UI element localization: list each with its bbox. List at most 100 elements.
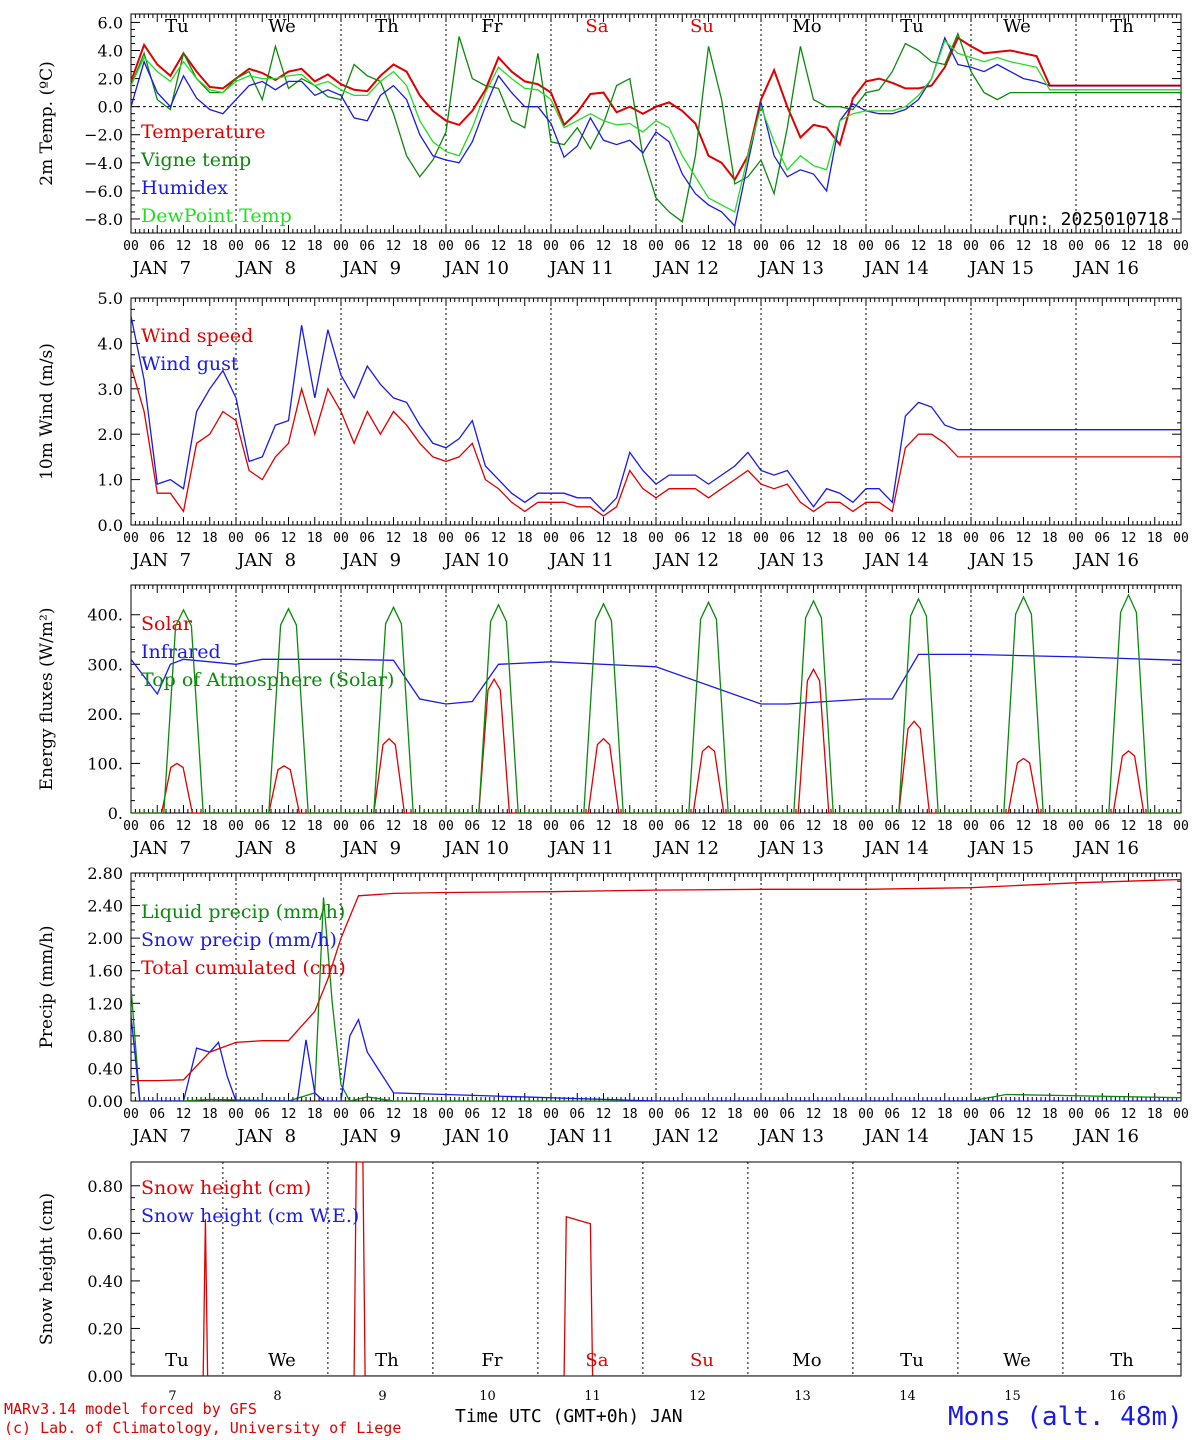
hour-tick-label: 00 bbox=[333, 1107, 349, 1122]
day-label: JAN 13 bbox=[757, 1126, 824, 1147]
weekday-label: Su bbox=[690, 16, 714, 37]
hour-tick-label: 00 bbox=[123, 1107, 139, 1122]
hour-tick-label: 18 bbox=[832, 1107, 848, 1122]
y-axis-label: 2m Temp. (ºC) bbox=[37, 61, 57, 186]
day-number-label: 7 bbox=[168, 1389, 176, 1404]
hour-tick-label: 12 bbox=[701, 531, 717, 546]
hour-tick-label: 00 bbox=[333, 239, 349, 254]
hour-tick-label: 18 bbox=[307, 1107, 323, 1122]
hour-tick-label: 06 bbox=[989, 819, 1005, 834]
hour-tick-label: 06 bbox=[464, 819, 480, 834]
day-number-label: 15 bbox=[1004, 1389, 1021, 1404]
hour-tick-label: 06 bbox=[884, 531, 900, 546]
hour-tick-label: 18 bbox=[202, 819, 218, 834]
hour-tick-label: 06 bbox=[464, 1107, 480, 1122]
hour-tick-label: 00 bbox=[543, 531, 559, 546]
hour-tick-label: 06 bbox=[254, 531, 270, 546]
hour-tick-label: 12 bbox=[911, 819, 927, 834]
day-label: JAN 16 bbox=[1072, 838, 1139, 859]
hour-tick-label: 00 bbox=[1068, 239, 1084, 254]
hour-tick-label: 00 bbox=[228, 531, 244, 546]
series-line-solar bbox=[131, 667, 1181, 813]
hour-tick-label: 18 bbox=[832, 531, 848, 546]
y-tick-label: 0.0 bbox=[98, 516, 123, 535]
hour-tick-label: 12 bbox=[176, 819, 192, 834]
hour-tick-label: 06 bbox=[149, 239, 165, 254]
hour-tick-label: 12 bbox=[1016, 1107, 1032, 1122]
day-label: JAN 14 bbox=[862, 1126, 929, 1147]
series-line-infrared bbox=[131, 653, 1181, 705]
day-number-label: 10 bbox=[479, 1389, 496, 1404]
hour-tick-label: 12 bbox=[386, 531, 402, 546]
y-tick-label: 0.00 bbox=[87, 1367, 123, 1386]
hour-tick-label: 12 bbox=[806, 819, 822, 834]
hour-tick-label: 12 bbox=[491, 531, 507, 546]
hour-tick-label: 06 bbox=[674, 531, 690, 546]
weekday-label: Tu bbox=[165, 1350, 189, 1371]
weekday-label: Fr bbox=[481, 1350, 502, 1371]
hour-tick-label: 00 bbox=[858, 819, 874, 834]
hour-tick-label: 18 bbox=[1042, 819, 1058, 834]
day-label: JAN 15 bbox=[967, 838, 1034, 859]
weekday-label: Tu bbox=[165, 16, 189, 37]
hour-tick-label: 18 bbox=[1147, 239, 1163, 254]
day-label: JAN 9 bbox=[340, 550, 401, 571]
day-number-label: 8 bbox=[273, 1389, 281, 1404]
hour-tick-label: 12 bbox=[806, 1107, 822, 1122]
hour-tick-label: 00 bbox=[1173, 819, 1189, 834]
hour-tick-label: 06 bbox=[779, 239, 795, 254]
hour-tick-label: 06 bbox=[1094, 531, 1110, 546]
hour-tick-label: 12 bbox=[491, 239, 507, 254]
weekday-label: Sa bbox=[585, 16, 608, 37]
weekday-label: We bbox=[1003, 16, 1031, 37]
series-line-snow-precip-mm-h- bbox=[131, 1015, 1181, 1101]
y-tick-label: −6.0 bbox=[84, 182, 123, 201]
hour-tick-label: 00 bbox=[333, 531, 349, 546]
hour-tick-label: 12 bbox=[1121, 531, 1137, 546]
legend-vigne-temp: Vigne temp bbox=[140, 149, 251, 171]
legend-liquid-precip-mm-h-: Liquid precip (mm/h) bbox=[141, 901, 345, 923]
y-tick-label: 0.60 bbox=[87, 1224, 123, 1243]
hour-tick-label: 00 bbox=[1068, 1107, 1084, 1122]
day-label: JAN 11 bbox=[547, 550, 614, 571]
legend-wind-speed: Wind speed bbox=[141, 325, 253, 347]
weekday-label: Su bbox=[690, 1350, 714, 1371]
hour-tick-label: 12 bbox=[1121, 239, 1137, 254]
series-line-wind-speed bbox=[131, 365, 1181, 517]
hour-tick-label: 00 bbox=[648, 531, 664, 546]
hour-tick-label: 06 bbox=[989, 1107, 1005, 1122]
legend-dewpoint-temp: DewPoint Temp bbox=[141, 205, 292, 227]
weekday-label: We bbox=[1003, 1350, 1031, 1371]
hour-tick-label: 12 bbox=[176, 531, 192, 546]
hour-tick-label: 12 bbox=[701, 239, 717, 254]
day-label: JAN 12 bbox=[652, 550, 719, 571]
hour-tick-label: 12 bbox=[176, 1107, 192, 1122]
hour-tick-label: 18 bbox=[1042, 1107, 1058, 1122]
hour-tick-label: 18 bbox=[1042, 531, 1058, 546]
day-label: JAN 7 bbox=[130, 838, 191, 859]
footer-model: MARv3.14 model forced by GFS bbox=[4, 1400, 257, 1418]
hour-tick-label: 00 bbox=[753, 1107, 769, 1122]
day-label: JAN 11 bbox=[547, 838, 614, 859]
hour-tick-label: 00 bbox=[438, 239, 454, 254]
day-number-label: 11 bbox=[584, 1389, 601, 1404]
hour-tick-label: 00 bbox=[963, 531, 979, 546]
run-annotation: run: 2025010718 bbox=[1006, 209, 1169, 230]
hour-tick-label: 00 bbox=[543, 239, 559, 254]
day-number-label: 9 bbox=[378, 1389, 386, 1404]
series-line-total-cumulated-cm- bbox=[131, 878, 1181, 1082]
hour-tick-label: 00 bbox=[648, 819, 664, 834]
y-tick-label: −4.0 bbox=[84, 154, 123, 173]
weekday-label: Th bbox=[1110, 1350, 1134, 1371]
day-label: JAN 8 bbox=[235, 838, 296, 859]
day-label: JAN 8 bbox=[235, 1126, 296, 1147]
hour-tick-label: 18 bbox=[202, 1107, 218, 1122]
hour-tick-label: 00 bbox=[123, 819, 139, 834]
hour-tick-label: 06 bbox=[149, 819, 165, 834]
hour-tick-label: 12 bbox=[911, 531, 927, 546]
hour-tick-label: 12 bbox=[491, 819, 507, 834]
hour-tick-label: 06 bbox=[1094, 819, 1110, 834]
hour-tick-label: 12 bbox=[911, 1107, 927, 1122]
hour-tick-label: 18 bbox=[307, 819, 323, 834]
hour-tick-label: 06 bbox=[359, 531, 375, 546]
